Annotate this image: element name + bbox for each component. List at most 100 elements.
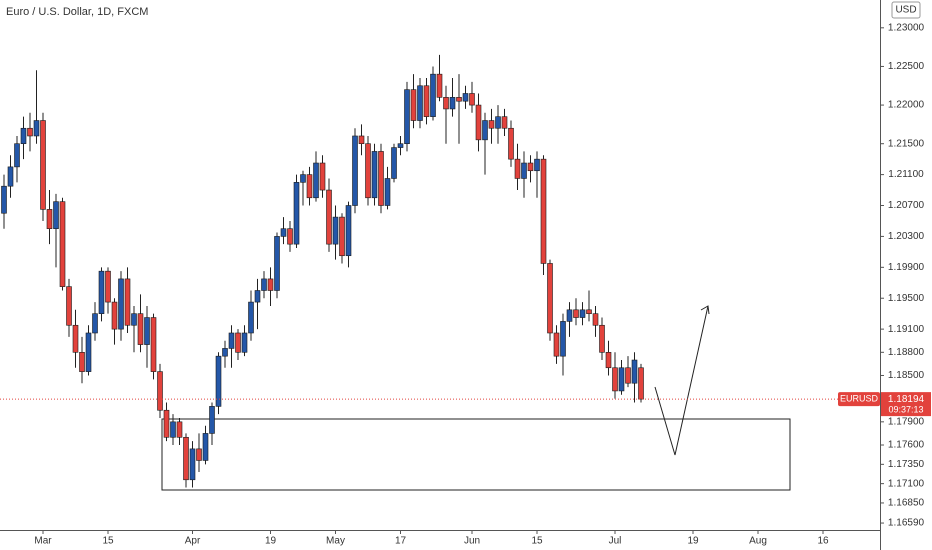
y-tick-label: 1.18500 [888,370,925,381]
x-tick-label: 15 [102,536,114,547]
candle-body [53,201,59,229]
candle-body [319,162,326,191]
candle-body [540,158,547,264]
candle-body [410,89,417,121]
candle-body [339,216,345,257]
candle-body [222,348,228,357]
candle-body [482,120,488,141]
candle-body [573,309,579,318]
candle-body [475,104,482,141]
candle-body [365,143,371,199]
candle-body [495,116,501,129]
candle-body [92,313,98,334]
candle-body [280,228,287,237]
candle-body [566,309,573,322]
x-tick-label: Jul [609,536,622,547]
candle-body [98,270,105,314]
x-tick-label: 15 [531,536,543,547]
y-tick-label: 1.21100 [888,169,924,180]
candle-body [183,436,189,481]
candle-body [384,178,391,206]
currency: USD [895,5,916,16]
candle-body [20,127,27,145]
candle-body [241,332,248,353]
candle-body [397,143,404,148]
y-tick-label: 1.17100 [888,478,925,489]
chart-title: Euro / U.S. Dollar, 1D, FXCM [6,6,148,18]
y-tick-label: 1.22000 [888,100,925,111]
x-tick-label: 19 [687,536,699,547]
candle-body [404,89,410,145]
candle-body [124,278,131,326]
candle-body [449,97,456,110]
candle-body [267,278,274,291]
candle-body [358,135,365,145]
candle-body [14,143,20,168]
x-tick-label: Aug [749,536,767,547]
candle-body [501,116,508,129]
candle-body [508,127,514,160]
symbol-box [838,392,880,407]
candle-body [215,355,222,407]
candle-body [228,332,235,349]
price-box [881,392,931,417]
candle-body [137,313,144,345]
arrow-head [700,305,710,315]
y-tick-label: 1.20700 [888,200,925,211]
countdown-label: 09:37:13 [888,404,923,414]
candle-body [430,73,436,117]
candle-body [488,120,495,129]
candle-body [27,127,33,137]
candle-body [612,367,618,392]
y-tick-label: 1.20300 [888,231,925,242]
candle-body [157,371,163,411]
candle-body [287,228,293,245]
y-tick-label: 1.17600 [888,440,925,451]
candle-body [196,448,202,461]
y-tick-label: 1.19900 [888,262,925,273]
candle-body [560,321,566,357]
candle-body [436,73,443,98]
y-tick-label: 1.16590 [888,518,925,529]
candle-body [631,359,638,384]
y-tick-label: 1.16850 [888,498,925,509]
y-tick-label: 1.18800 [888,347,925,358]
candle-body [189,448,196,481]
x-tick-label: Mar [34,536,52,547]
currency-box [891,1,921,19]
candle-body [202,433,209,461]
candle-body [345,205,352,257]
candle-body [1,185,7,214]
x-tick-label: 19 [265,536,277,547]
candle-body [638,367,644,400]
candle-body [514,158,521,179]
candle-body [417,85,423,121]
candle-body [248,301,254,334]
y-tick-label: 1.17350 [888,459,925,470]
candle-body [306,174,313,199]
candle-body [534,158,540,172]
candle-body [131,313,137,326]
candle-body [105,270,111,303]
candle-body [40,120,46,210]
candle-body [235,332,241,353]
y-tick-label: 1.19100 [888,324,925,335]
x-tick-label: 16 [817,536,829,547]
y-tick-label: 1.19500 [888,293,925,304]
candle-body [599,324,605,353]
candle-body [274,236,280,291]
candle-body [579,309,586,318]
candle-body [261,278,267,291]
candle-body [293,182,300,245]
candle-body [462,93,469,102]
candle-body [150,317,157,372]
y-tick-label: 1.22500 [888,61,925,72]
candle-body [85,332,92,372]
y-tick-label: 1.23000 [888,22,925,33]
candle-body [352,135,358,206]
price-label: 1.18194 [888,394,925,405]
candle-body [605,352,612,369]
candle-body [33,120,40,137]
x-tick-label: May [326,536,345,547]
